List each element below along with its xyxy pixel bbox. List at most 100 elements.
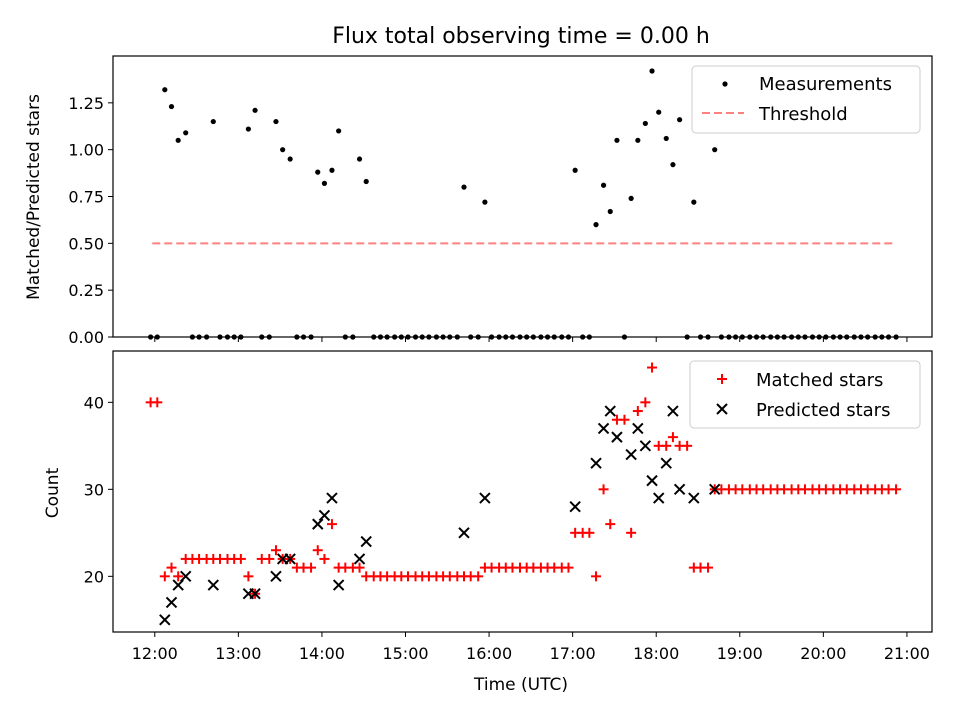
- measurement-point: [885, 334, 892, 340]
- measurement-point: [607, 208, 613, 215]
- bottom-x-tick-label: 20:00: [800, 644, 846, 663]
- predicted-star-marker: [353, 553, 366, 565]
- matched-star-marker: [270, 545, 281, 556]
- predicted-star-marker: [159, 614, 171, 626]
- measurement-point: [684, 334, 690, 340]
- measurement-point: [336, 128, 342, 134]
- matched-star-marker: [563, 562, 574, 573]
- measurement-point: [224, 334, 231, 340]
- bottom-x-tick-label: 13:00: [215, 644, 261, 663]
- top-y-tick-label: 0.25: [68, 281, 104, 300]
- predicted-star-marker: [597, 422, 610, 435]
- top-y-tick-label: 1.00: [68, 141, 104, 160]
- matched-star-marker: [598, 484, 609, 495]
- measurement-point: [851, 334, 857, 340]
- measurement-point: [398, 334, 404, 340]
- top-legend-box: [691, 65, 921, 134]
- matched-star-marker: [632, 406, 643, 417]
- top-y-tick-label: 0.00: [68, 328, 104, 347]
- predicted-star-marker: [207, 579, 219, 591]
- predicted-star-marker: [165, 596, 178, 609]
- matched-star-marker: [235, 553, 246, 564]
- measurement-point: [893, 334, 899, 340]
- measurement-point: [238, 334, 244, 340]
- measurement-point: [565, 334, 572, 340]
- measurement-point: [488, 334, 495, 340]
- measurement-point: [175, 137, 181, 143]
- measurement-point: [266, 334, 272, 340]
- predicted-star-marker: [639, 440, 652, 452]
- matched-star-marker: [354, 562, 365, 573]
- predicted-star-marker: [625, 448, 637, 461]
- predicted-star-marker: [332, 579, 345, 591]
- top-y-axis-label: Matched/Predicted stars: [24, 94, 44, 300]
- matched-star-marker: [159, 571, 170, 582]
- measurement-point: [600, 182, 607, 188]
- measurement-point: [461, 184, 467, 190]
- measurement-point: [858, 334, 864, 340]
- measurement-point: [321, 180, 328, 186]
- measurement-point: [433, 334, 440, 340]
- measurement-point: [168, 103, 175, 110]
- legend-matched-marker: [717, 374, 727, 384]
- matched-star-marker: [306, 562, 317, 573]
- bottom-y-tick-label: 20: [84, 567, 104, 586]
- measurement-point: [559, 334, 565, 340]
- predicted-star-marker: [660, 457, 672, 469]
- measurement-point: [635, 137, 641, 143]
- measurement-point: [524, 334, 530, 340]
- measurement-point: [405, 334, 411, 340]
- measurement-point: [614, 137, 620, 143]
- matched-star-marker: [619, 414, 630, 425]
- measurement-point: [377, 334, 384, 340]
- predicted-star-marker: [180, 570, 192, 583]
- top-legend: Measurements Threshold: [691, 65, 921, 134]
- predicted-star-marker: [653, 492, 665, 504]
- measurement-point: [189, 334, 195, 340]
- measurement-point: [753, 334, 760, 340]
- measurement-point: [509, 334, 516, 340]
- predicted-star-marker: [646, 474, 658, 487]
- measurement-point: [830, 334, 836, 340]
- bottom-x-tick-label: 21:00: [884, 644, 930, 663]
- matched-star-marker: [473, 571, 484, 582]
- bottom-x-tick-label: 16:00: [466, 644, 512, 663]
- bottom-x-tick-label: 14:00: [299, 644, 345, 663]
- measurement-point: [677, 117, 683, 123]
- measurement-point: [419, 334, 425, 340]
- measurement-point: [231, 334, 237, 340]
- top-x-ticks: [154, 337, 908, 342]
- bottom-axes-frame: [112, 350, 933, 633]
- measurement-point: [739, 334, 745, 340]
- measurement-point: [593, 222, 599, 228]
- matched-star-marker: [605, 519, 616, 530]
- measurement-point: [656, 109, 662, 115]
- measurement-point: [300, 334, 307, 340]
- measurement-point: [259, 334, 265, 340]
- measurement-point: [350, 334, 356, 340]
- legend-predicted-label: Predicted stars: [756, 400, 890, 421]
- predicted-star-marker: [667, 405, 679, 417]
- measurement-point: [649, 68, 655, 74]
- matched-star-marker: [584, 527, 595, 538]
- measurement-point: [287, 156, 293, 162]
- predicted-star-marker: [479, 492, 491, 504]
- bottom-y-tick-label: 30: [84, 480, 104, 499]
- measurement-point: [356, 156, 363, 162]
- measurement-point: [697, 334, 704, 340]
- matched-star-marker: [661, 440, 672, 451]
- measurement-point: [781, 334, 787, 340]
- bottom-x-tick-label: 15:00: [382, 644, 428, 663]
- measurement-point: [572, 167, 578, 173]
- measurement-point: [747, 334, 753, 340]
- legend-predicted-marker: [716, 403, 728, 415]
- matched-star-marker: [166, 562, 177, 573]
- measurement-point: [384, 334, 390, 340]
- measurement-point: [183, 130, 189, 136]
- matched-star-marker: [703, 562, 714, 573]
- bottom-x-tick-label: 17:00: [550, 644, 596, 663]
- predicted-star-marker: [270, 570, 282, 583]
- measurement-point: [363, 178, 369, 185]
- measurement-point: [795, 334, 801, 340]
- bottom-y-tick-label: 40: [84, 393, 104, 412]
